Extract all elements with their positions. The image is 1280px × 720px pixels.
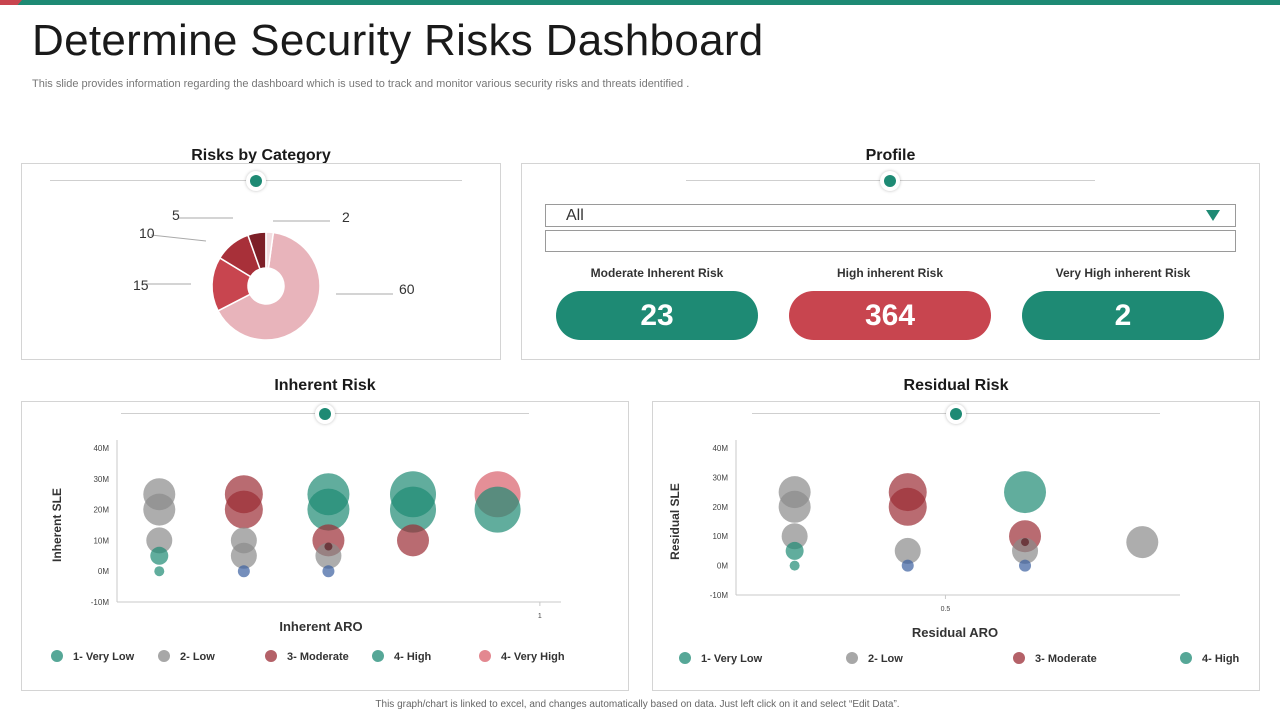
y-axis-title: Inherent SLE — [50, 488, 64, 562]
y-tick-label: 10M — [712, 532, 728, 541]
y-tick-label: 0M — [717, 562, 728, 571]
profile-filter-select[interactable]: All — [545, 204, 1236, 227]
top-accent-corner — [0, 0, 22, 5]
y-tick-label: 30M — [93, 475, 109, 484]
y-tick-label: 30M — [712, 473, 728, 482]
bubble-point[interactable] — [781, 523, 808, 550]
bubble-point[interactable] — [1021, 538, 1030, 547]
legend-label: 1- Very Low — [701, 653, 763, 665]
y-axis-title: Residual SLE — [668, 483, 682, 560]
residual-risk-panel — [652, 401, 1260, 691]
bubble-point[interactable] — [146, 527, 173, 554]
y-tick-label: 20M — [712, 503, 728, 512]
legend-swatch — [265, 650, 277, 662]
legend-swatch — [372, 650, 384, 662]
residual-risk-slider-knob[interactable] — [946, 404, 966, 424]
bubble-point[interactable] — [150, 546, 169, 565]
legend-label: 4- High — [394, 651, 432, 663]
legend-label: 3- Moderate — [287, 651, 349, 663]
residual-risk-title: Residual Risk — [903, 377, 1009, 394]
bubble-point[interactable] — [307, 488, 350, 531]
risks-by-category-chart: 60 15 10 5 2 — [133, 207, 415, 341]
bubble-point[interactable] — [143, 493, 176, 526]
bubble-point[interactable] — [154, 566, 165, 577]
legend-swatch — [479, 650, 491, 662]
x-axis-title: Inherent ARO — [279, 619, 362, 634]
pie-slice[interactable] — [217, 231, 321, 341]
y-tick-label: 10M — [93, 536, 109, 545]
bubble-point[interactable] — [1019, 559, 1032, 572]
chevron-down-icon[interactable] — [1206, 210, 1220, 221]
bubble-point[interactable] — [230, 542, 257, 569]
y-tick-label: 20M — [93, 506, 109, 515]
bubble-point[interactable] — [237, 565, 250, 578]
bubble-point[interactable] — [324, 542, 333, 551]
bubble-point[interactable] — [474, 486, 521, 533]
legend-label: 2- Low — [180, 651, 215, 663]
footer-note: This graph/chart is linked to excel, and… — [375, 699, 900, 710]
inherent-risk-chart: 40M 30M 20M 10M 0M -10M 1 Inherent ARO Inherent … — [50, 440, 565, 663]
top-accent-bar — [0, 0, 1280, 5]
legend-label: 1- Very Low — [73, 651, 135, 663]
legend-label: 2- Low — [868, 653, 903, 665]
y-tick-label: 40M — [93, 444, 109, 453]
legend-swatch — [1013, 652, 1025, 664]
kpi-high-label: High inherent Risk — [836, 266, 943, 280]
legend-label: 3- Moderate — [1035, 653, 1097, 665]
risks-by-category-title: Risks by Category — [191, 147, 331, 164]
x-tick-label: 1 — [538, 613, 542, 620]
kpi-very-high-value: 2 — [1022, 291, 1224, 340]
profile-filter-value: All — [566, 207, 584, 224]
profile-filter-input[interactable] — [545, 230, 1236, 252]
bubble-point[interactable] — [397, 524, 429, 557]
kpi-moderate-value: 23 — [556, 291, 758, 340]
y-tick-label: -10M — [91, 598, 110, 607]
bubble-point[interactable] — [1126, 526, 1159, 559]
page-subtitle: This slide provides information regardin… — [32, 78, 690, 90]
bubble-point[interactable] — [315, 542, 342, 569]
legend-swatch — [679, 652, 691, 664]
kpi-high-value: 364 — [789, 291, 991, 340]
bubble-point[interactable] — [322, 565, 335, 578]
pie-data-label: 2 — [342, 209, 350, 225]
bubble-point[interactable] — [778, 490, 811, 523]
legend-swatch — [158, 650, 170, 662]
legend-label: 4- Very High — [501, 651, 565, 663]
residual-risk-chart: 40M 30M 20M 10M 0M -10M 0.5 Residual ARO Residua… — [668, 440, 1240, 665]
bubble-point[interactable] — [1012, 537, 1039, 564]
y-tick-label: -10M — [710, 591, 729, 600]
inherent-risk-title: Inherent Risk — [274, 377, 376, 394]
x-axis-title: Residual ARO — [912, 625, 998, 640]
bubble-point[interactable] — [1004, 471, 1047, 514]
bubble-point[interactable] — [224, 490, 263, 529]
bubble-point[interactable] — [789, 560, 800, 571]
y-tick-label: 40M — [712, 444, 728, 453]
legend-swatch — [1180, 652, 1192, 664]
x-tick-label: 0.5 — [941, 606, 951, 613]
pie-data-label: 15 — [133, 277, 149, 293]
bubble-point[interactable] — [390, 486, 436, 533]
pie-slice[interactable] — [265, 231, 275, 270]
inherent-risk-slider-knob[interactable] — [315, 404, 335, 424]
bubble-point[interactable] — [785, 541, 804, 560]
y-tick-label: 0M — [98, 567, 109, 576]
legend-swatch — [51, 650, 63, 662]
profile-title: Profile — [865, 147, 916, 164]
legend-swatch — [846, 652, 858, 664]
legend-label: 4- High — [1202, 653, 1240, 665]
pie-data-label: 60 — [399, 281, 415, 297]
kpi-very-high-label: Very High inherent Risk — [1055, 266, 1191, 280]
bubble-point[interactable] — [888, 487, 927, 526]
pie-data-label: 5 — [172, 207, 180, 223]
bubble-point[interactable] — [894, 537, 921, 564]
risks-by-category-slider-knob[interactable] — [246, 171, 266, 191]
page-title: Determine Security Risks Dashboard — [32, 16, 764, 65]
pie-leader-line — [150, 234, 207, 242]
bubble-point[interactable] — [901, 559, 914, 572]
profile-slider-knob[interactable] — [880, 171, 900, 191]
kpi-moderate-label: Moderate Inherent Risk — [590, 266, 724, 280]
pie-data-label: 10 — [139, 225, 155, 241]
